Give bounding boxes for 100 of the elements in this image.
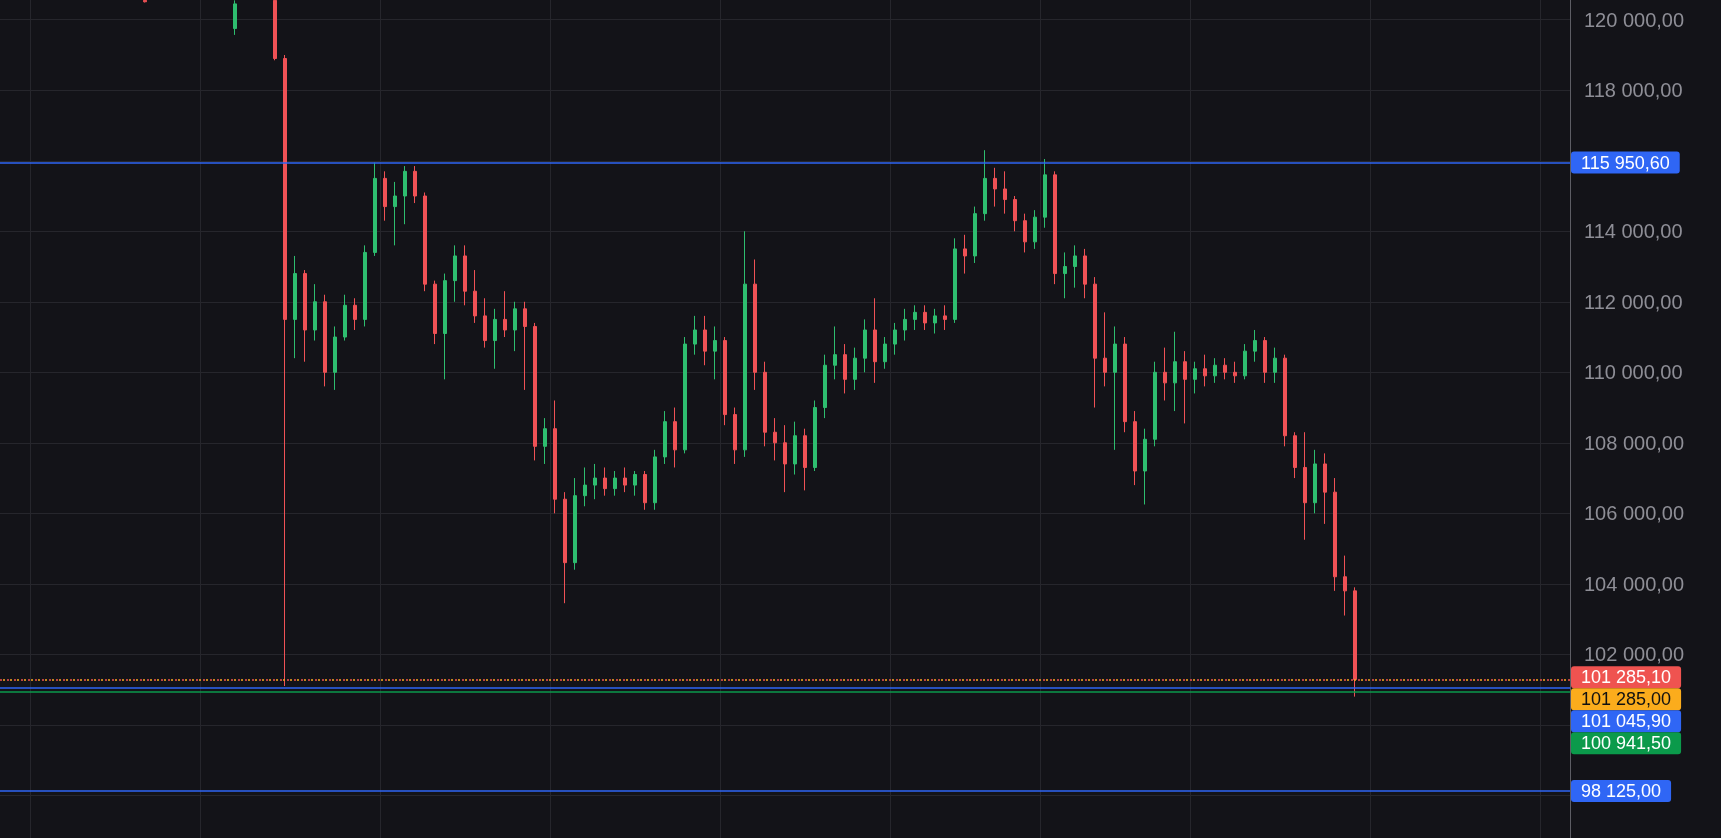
candlestick [983,149,987,222]
y-tick-label: 112 000,00 [1584,290,1683,313]
candlestick [583,466,587,507]
candlestick [893,322,897,356]
candlestick [1153,361,1157,447]
candlestick [283,54,287,687]
candlestick [1303,431,1307,541]
candlestick [453,244,457,303]
candlestick [623,466,627,493]
candlestick [1093,276,1097,409]
candlestick [1283,354,1287,447]
candlestick [793,421,797,476]
y-tick-label: 120 000,00 [1584,8,1685,31]
candlestick [1213,357,1217,384]
candlestick [613,470,617,497]
candlestick [633,470,637,497]
candlestick [1003,170,1007,215]
candlestick [743,230,747,458]
candlestick [733,407,737,465]
candlestick [273,0,277,61]
candlestick [1253,329,1257,363]
ref-line-label: 101 045,90 [1581,711,1672,732]
candlestick [643,470,647,511]
candlestick [423,191,427,292]
candlestick [363,244,367,327]
candlestick [713,325,717,380]
candlestick [403,165,407,225]
ref-line-label: 101 285,10 [1581,667,1672,688]
candlestick [463,244,467,306]
candlestick [1273,347,1277,384]
candlestick [393,181,397,246]
candlestick [433,280,437,345]
candlestick [833,325,837,380]
candlestick [963,234,967,275]
ref-line-label: 98 125,00 [1581,780,1662,801]
y-tick-label: 102 000,00 [1584,643,1685,666]
candlestick [1313,449,1317,514]
candlestick [843,343,847,394]
candlestick [1033,209,1037,250]
candlestick [703,315,707,366]
candlestick [313,283,317,342]
candlestick [653,449,657,511]
candlestick [813,399,817,472]
candlestick [853,347,857,391]
candlestick [773,417,777,461]
candlestick [503,290,507,338]
candlestick [1223,357,1227,380]
candlestick [413,165,417,204]
candlestick [293,255,297,359]
candlestick [303,269,307,363]
candlestick [1143,428,1147,505]
candlestick [663,410,667,465]
candlestick [1123,336,1127,433]
candlestick [763,361,767,447]
candlestick [913,304,917,331]
y-tick-label: 104 000,00 [1584,572,1685,595]
candlestick [373,162,377,257]
candlestick [1023,213,1027,253]
candlestick [923,304,927,331]
candlestick [753,258,757,391]
candlestick [933,308,937,335]
candlestick [573,477,577,571]
candlestick [943,304,947,331]
candlestick [1113,325,1117,451]
candlestick [803,428,807,491]
candlestick [993,167,997,208]
candlestick [903,308,907,342]
candlestick [1193,361,1197,394]
candlestick [553,399,557,514]
candlestick [483,297,487,349]
candlestick [1233,361,1237,384]
candlestick [683,336,687,454]
candlestick [593,463,597,500]
candlestick [1133,410,1137,486]
candlestick [783,424,787,493]
candlestick [603,466,607,497]
y-tick-label: 114 000,00 [1584,220,1683,243]
ref-line-label: 100 941,50 [1581,733,1672,754]
candlestick [1103,311,1107,387]
candlestick [953,237,957,324]
candlestick [883,336,887,370]
candlestick [1333,477,1337,592]
candlestick [1163,347,1167,401]
candlestick [1043,158,1047,229]
candlestick [1203,354,1207,387]
candlestick [863,318,867,373]
candlestick [673,407,677,468]
candlestick [383,170,387,222]
candlestick [443,273,447,380]
candlestick [493,308,497,370]
candlestick [823,354,827,419]
candlestick [873,297,877,384]
y-tick-label: 110 000,00 [1584,361,1683,384]
candlestick [1183,350,1187,424]
candlestick [543,417,547,465]
candlestick [473,269,477,324]
candlestick [1293,431,1297,479]
candlestick [1263,336,1267,384]
y-tick-label: 118 000,00 [1584,79,1683,102]
ref-line-label: 115 950,60 [1581,152,1670,173]
